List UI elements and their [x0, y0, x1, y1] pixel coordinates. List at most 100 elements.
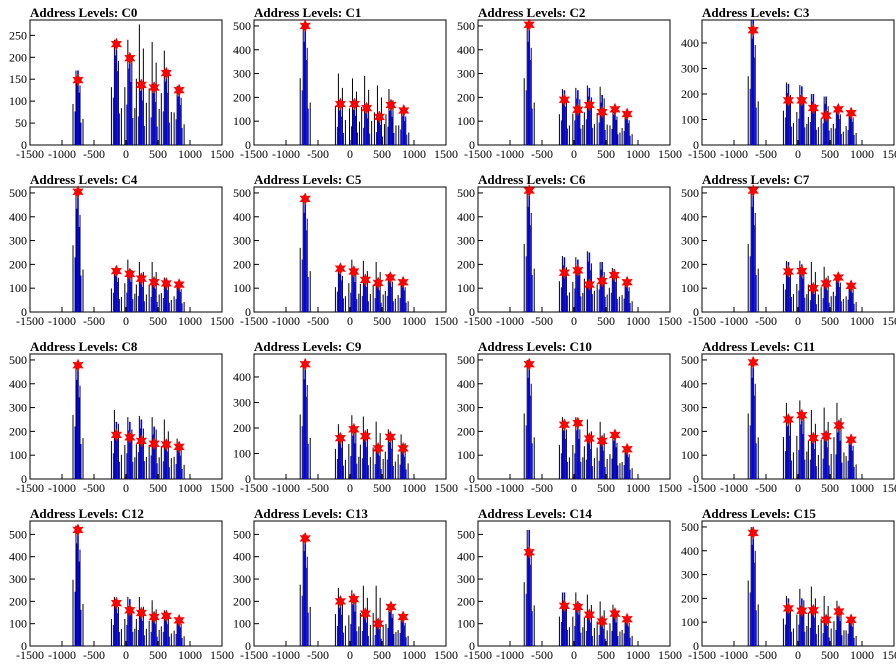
- y-tick-label: 100: [9, 617, 27, 631]
- y-tick-label: 500: [9, 353, 27, 367]
- peak-star-marker: [609, 102, 621, 116]
- x-tick-label: 1500: [210, 648, 234, 662]
- y-tick-label: 200: [9, 257, 27, 271]
- y-tick-label: 500: [681, 353, 699, 367]
- peak-star-marker: [372, 617, 384, 631]
- y-tick-label: 0: [469, 472, 475, 486]
- x-tick-label: 1500: [882, 314, 896, 328]
- peak-star-marker: [385, 600, 397, 614]
- peak-star-marker: [796, 408, 808, 422]
- peak-star-marker: [124, 430, 136, 444]
- peak-star-marker: [359, 607, 372, 621]
- x-tick-label: 500: [149, 481, 167, 495]
- peak-star-marker: [160, 66, 173, 80]
- peak-star-marker: [845, 433, 857, 447]
- y-tick-label: 300: [9, 234, 27, 248]
- peak-star-marker: [348, 592, 360, 606]
- peak-star-marker: [148, 610, 160, 624]
- peak-star-marker: [782, 264, 795, 279]
- y-tick-label: 100: [457, 281, 475, 295]
- y-tick-label: 300: [9, 572, 27, 586]
- peak-star-marker: [373, 110, 386, 124]
- peak-star-marker: [832, 102, 845, 116]
- peak-star-marker: [72, 73, 84, 87]
- x-tick-label: 0: [795, 314, 801, 328]
- x-tick-label: 1500: [658, 147, 682, 161]
- x-tick-label: 0: [571, 481, 577, 495]
- peak-star-marker: [596, 274, 608, 288]
- peak-star-marker: [583, 278, 596, 292]
- peak-star-marker: [135, 78, 148, 92]
- chart-title: Address Levels: C15: [702, 506, 816, 521]
- y-tick-label: 150: [9, 72, 27, 86]
- peak-star-marker: [609, 607, 621, 621]
- peak-star-marker: [572, 263, 584, 277]
- x-tick-label: 0: [123, 147, 129, 161]
- peak-star-marker: [348, 422, 360, 436]
- chart-panel: Address Levels: C11 0 100 200 300 400 500 -1500…: [681, 339, 896, 495]
- y-tick-label: 400: [681, 210, 699, 224]
- x-tick-label: 500: [149, 648, 167, 662]
- y-tick-label: 200: [681, 257, 699, 271]
- x-tick-label: -1500: [240, 481, 268, 495]
- peak-star-marker: [384, 270, 397, 285]
- y-tick-label: 0: [469, 639, 475, 653]
- peak-star-marker: [558, 93, 571, 107]
- chart-title: Address Levels: C7: [702, 172, 810, 187]
- peak-star-marker: [572, 416, 584, 430]
- peak-star-marker: [124, 267, 136, 281]
- x-tick-label: 500: [373, 481, 391, 495]
- peak-star-marker: [135, 434, 148, 448]
- x-tick-label: -500: [307, 648, 329, 662]
- peak-star-marker: [747, 526, 759, 540]
- peak-star-marker: [523, 545, 535, 559]
- plot-frame: [477, 19, 671, 146]
- x-tick-label: 500: [373, 314, 391, 328]
- y-tick-label: 400: [233, 550, 251, 564]
- peak-star-marker: [558, 266, 571, 280]
- chart-panel: Address Levels: C80100200300400500-1500-…: [9, 339, 234, 495]
- x-tick-label: 1500: [210, 314, 234, 328]
- x-tick-label: -1000: [496, 314, 524, 328]
- peak-star-marker: [820, 613, 832, 627]
- peak-star-marker: [782, 412, 795, 427]
- y-tick-label: 100: [233, 114, 251, 128]
- y-tick-label: 100: [681, 615, 699, 629]
- peak-star-marker: [558, 599, 571, 613]
- x-tick-label: -1500: [16, 314, 44, 328]
- chart-title: Address Levels: C14: [478, 506, 592, 521]
- peak-star-marker: [398, 103, 410, 118]
- peak-star-marker: [299, 19, 311, 33]
- y-tick-label: 100: [681, 112, 699, 126]
- peak-star-marker: [299, 531, 311, 546]
- peak-star-marker: [523, 357, 535, 371]
- y-tick-label: 300: [681, 568, 699, 582]
- y-tick-label: 300: [9, 401, 27, 415]
- chart-panel: Address Levels: C13 0 100 200 300 400 500 -1500…: [233, 506, 458, 662]
- x-tick-label: 1000: [402, 648, 426, 662]
- x-tick-label: 500: [821, 481, 839, 495]
- x-tick-label: 1000: [626, 648, 650, 662]
- x-tick-label: 1000: [626, 147, 650, 161]
- peak-star-marker: [833, 604, 845, 619]
- y-tick-label: 0: [693, 639, 699, 653]
- x-tick-label: 0: [123, 481, 129, 495]
- chart-panel: Address Levels: C10100200300400500-1500-…: [233, 5, 458, 161]
- peak-star-marker: [110, 428, 123, 442]
- x-tick-label: -1500: [688, 147, 716, 161]
- y-tick-label: 200: [9, 594, 27, 608]
- peak-star-marker: [110, 596, 123, 610]
- x-tick-label: 1000: [850, 147, 874, 161]
- x-tick-label: -1500: [688, 314, 716, 328]
- x-tick-label: -1000: [496, 648, 524, 662]
- peak-star-marker: [160, 276, 173, 291]
- peak-star-marker: [833, 418, 845, 433]
- y-tick-label: 200: [681, 424, 699, 438]
- x-tick-label: -500: [755, 648, 777, 662]
- x-tick-label: -500: [83, 314, 105, 328]
- y-tick-label: 300: [681, 61, 699, 75]
- x-tick-label: -1500: [464, 147, 492, 161]
- x-tick-label: 1000: [850, 648, 874, 662]
- peak-star-marker: [807, 603, 820, 617]
